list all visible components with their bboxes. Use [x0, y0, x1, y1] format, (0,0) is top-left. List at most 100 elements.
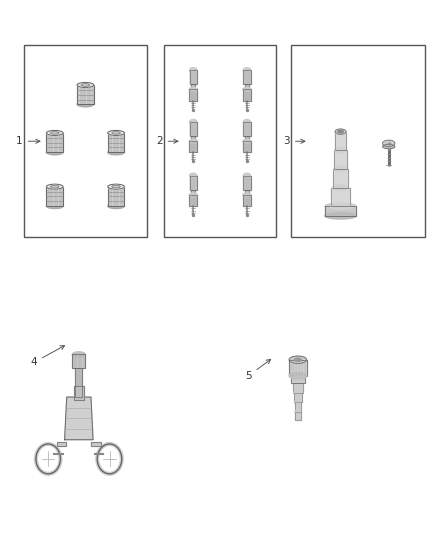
Ellipse shape	[190, 68, 197, 72]
Bar	[334, 150, 347, 169]
Ellipse shape	[243, 119, 251, 125]
Bar	[189, 90, 198, 101]
Bar	[190, 70, 197, 84]
Bar	[191, 190, 195, 195]
Bar	[333, 169, 349, 188]
Ellipse shape	[382, 140, 395, 147]
Text: 5: 5	[245, 359, 271, 381]
Ellipse shape	[294, 391, 302, 395]
Bar	[24, 45, 147, 237]
Bar	[245, 136, 249, 141]
Bar	[243, 70, 251, 84]
Ellipse shape	[331, 204, 350, 209]
Bar	[46, 187, 63, 206]
Bar	[289, 360, 307, 376]
Ellipse shape	[190, 173, 197, 178]
Bar	[190, 70, 197, 84]
Ellipse shape	[108, 150, 124, 155]
Ellipse shape	[50, 132, 59, 134]
Ellipse shape	[289, 373, 307, 379]
Bar	[295, 402, 301, 412]
Bar	[334, 150, 347, 169]
Bar	[189, 141, 198, 152]
Bar	[325, 206, 356, 216]
Ellipse shape	[77, 102, 94, 107]
Bar	[72, 354, 85, 368]
Ellipse shape	[338, 130, 343, 133]
Bar	[243, 195, 251, 206]
Bar	[108, 133, 124, 152]
Bar	[245, 84, 249, 90]
Ellipse shape	[108, 204, 124, 208]
Bar	[108, 187, 124, 206]
Bar	[108, 187, 124, 206]
Bar	[245, 190, 249, 195]
Bar	[243, 176, 251, 190]
Text: 2: 2	[156, 136, 178, 146]
Bar	[190, 176, 197, 190]
Bar	[333, 169, 349, 188]
Bar	[291, 376, 305, 383]
Ellipse shape	[50, 185, 59, 188]
Ellipse shape	[77, 83, 94, 87]
Ellipse shape	[46, 184, 63, 189]
Bar	[243, 122, 251, 136]
Ellipse shape	[291, 373, 305, 378]
Ellipse shape	[325, 213, 356, 219]
Bar	[91, 442, 101, 446]
Bar	[331, 188, 350, 206]
Bar	[293, 383, 303, 393]
Bar	[245, 84, 249, 90]
Bar	[191, 136, 195, 141]
Bar	[191, 190, 195, 195]
Text: 4: 4	[31, 345, 64, 367]
Ellipse shape	[243, 139, 251, 143]
Ellipse shape	[295, 410, 300, 414]
Bar	[243, 90, 251, 101]
Text: 3: 3	[283, 136, 305, 146]
Bar	[295, 412, 301, 420]
Bar	[243, 141, 251, 152]
Ellipse shape	[189, 87, 198, 92]
Ellipse shape	[294, 400, 301, 405]
Ellipse shape	[46, 204, 63, 208]
Bar	[325, 206, 356, 216]
Bar	[243, 195, 251, 206]
Bar	[91, 442, 101, 446]
Ellipse shape	[334, 166, 347, 172]
Ellipse shape	[289, 356, 307, 364]
Ellipse shape	[72, 352, 85, 357]
Bar	[191, 136, 195, 141]
Bar	[335, 132, 346, 150]
Ellipse shape	[325, 203, 356, 209]
Bar	[243, 176, 251, 190]
Text: 1: 1	[16, 136, 40, 146]
Bar	[72, 354, 85, 368]
Bar	[74, 386, 84, 400]
Bar	[331, 188, 350, 206]
Bar	[190, 176, 197, 190]
Ellipse shape	[46, 131, 63, 135]
Bar	[291, 376, 305, 383]
Bar	[189, 141, 198, 152]
Ellipse shape	[243, 68, 251, 72]
Bar	[46, 187, 63, 206]
Ellipse shape	[294, 358, 301, 361]
Ellipse shape	[335, 129, 346, 134]
Bar	[191, 84, 195, 90]
Bar	[46, 133, 63, 152]
Bar	[75, 368, 82, 397]
Ellipse shape	[293, 381, 303, 385]
Bar	[57, 442, 67, 446]
Bar	[293, 383, 303, 393]
Bar	[243, 90, 251, 101]
Bar	[335, 132, 346, 150]
Bar	[291, 45, 425, 237]
Bar	[295, 402, 301, 412]
Bar	[77, 85, 94, 104]
Bar	[294, 393, 302, 402]
Ellipse shape	[81, 84, 89, 86]
Bar	[245, 190, 249, 195]
Bar	[189, 195, 198, 206]
Ellipse shape	[190, 119, 197, 125]
